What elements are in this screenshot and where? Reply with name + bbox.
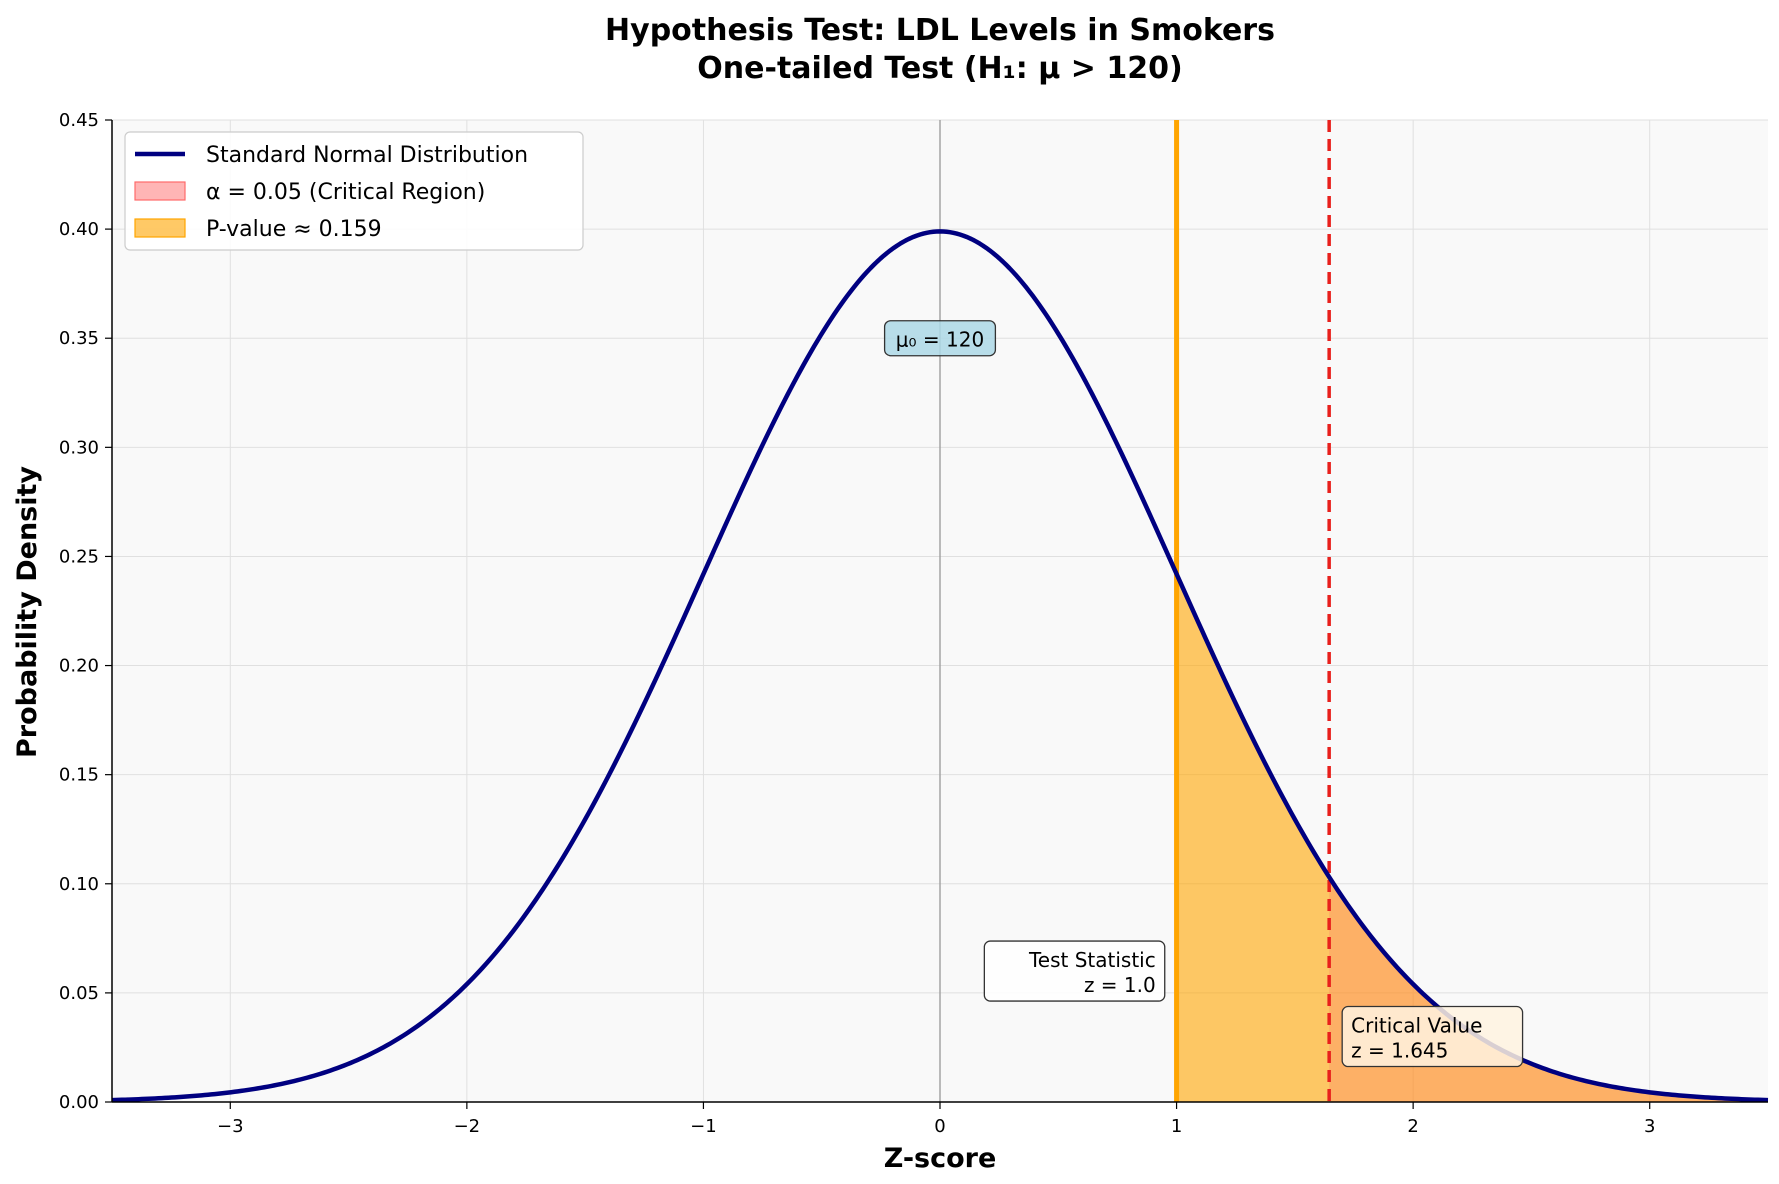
y-tick-label: 0.00 [59, 1092, 99, 1113]
annotation-text: Critical Value [1351, 1014, 1482, 1038]
annotation-box [1341, 1005, 1524, 1068]
chart-title: Hypothesis Test: LDL Levels in Smokers [605, 13, 1275, 48]
annotation-text: z = 1.0 [1084, 973, 1156, 997]
y-tick-label: 0.30 [59, 437, 99, 458]
legend-swatch [134, 181, 186, 201]
y-tick-label: 0.20 [59, 656, 99, 677]
x-tick-label: 1 [1171, 1116, 1182, 1137]
x-tick-label: 2 [1407, 1116, 1418, 1137]
x-tick-label: 0 [934, 1116, 945, 1137]
legend-item: α = 0.05 (Critical Region) [134, 180, 485, 205]
legend-item: P-value ≈ 0.159 [134, 217, 382, 242]
annotation-box [983, 940, 1166, 1002]
annotation-text: μ₀ = 120 [896, 328, 984, 352]
x-tick-label: 3 [1644, 1116, 1655, 1137]
y-tick-label: 0.40 [59, 219, 99, 240]
y-tick-label: 0.05 [59, 983, 99, 1004]
x-tick-label: −3 [217, 1116, 244, 1137]
chart-subtitle: One-tailed Test (H₁: μ > 120) [697, 51, 1182, 86]
legend-item: Standard Normal Distribution [135, 143, 528, 168]
reference-lines [939, 120, 1331, 1102]
annotation-text: Test Statistic [1028, 948, 1156, 972]
y-tick-label: 0.10 [59, 874, 99, 895]
y-tick-label: 0.15 [59, 765, 99, 786]
x-tick-label: −1 [690, 1116, 717, 1137]
annotation-box [883, 320, 997, 357]
annotation-text: z = 1.645 [1351, 1039, 1448, 1063]
y-tick-label: 0.35 [59, 328, 99, 349]
legend-label: P-value ≈ 0.159 [206, 217, 382, 242]
legend: Standard Normal Distribution α = 0.05 (Cr… [124, 131, 584, 251]
y-axis-label: Probability Density [12, 466, 43, 758]
p-value-area [1176, 573, 1768, 1102]
legend-box [124, 131, 584, 251]
y-tick-label: 0.45 [59, 110, 99, 131]
legend-label: Standard Normal Distribution [206, 143, 528, 168]
x-axis-label: Z-score [884, 1143, 997, 1174]
y-ticks: 0.00 0.05 0.10 0.15 0.20 0.25 0.30 0.35 0.40 0.45 [59, 110, 112, 1113]
legend-label: α = 0.05 (Critical Region) [206, 180, 485, 205]
annotation-mu0: μ₀ = 120 [883, 320, 997, 357]
x-ticks: −3 −2 −1 0 1 2 3 [217, 1102, 1655, 1137]
y-tick-label: 0.25 [59, 546, 99, 567]
legend-swatch [134, 218, 186, 238]
x-tick-label: −2 [454, 1116, 481, 1137]
